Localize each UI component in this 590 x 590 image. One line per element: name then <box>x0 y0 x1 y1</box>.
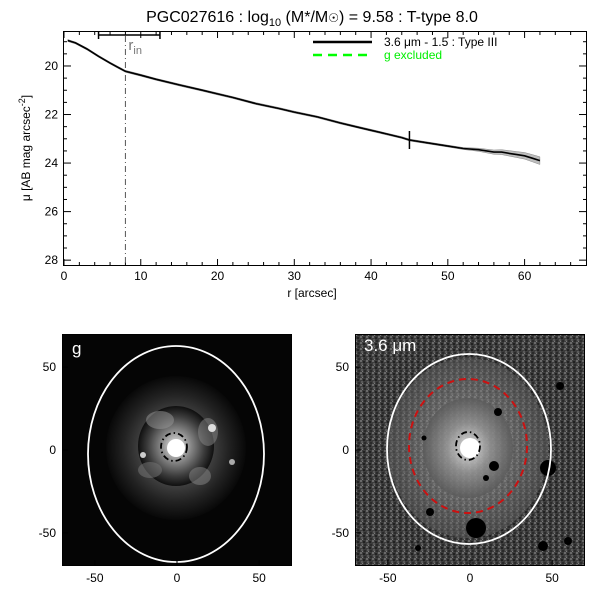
x-tick-label: 30 <box>288 269 302 283</box>
x-tick-label: 50 <box>441 269 455 283</box>
x-tick-label: 20 <box>211 269 225 283</box>
irac-inner-ellipse <box>455 431 481 461</box>
x-tick-label: 60 <box>518 269 532 283</box>
irac-image <box>355 334 585 566</box>
g-band-image <box>62 334 292 566</box>
x-tick-label: 40 <box>364 269 378 283</box>
image-x-tick-label: 0 <box>174 571 181 585</box>
chart-title: PGC027616 : log10 (M*/M☉) = 9.58 : T-typ… <box>146 9 478 29</box>
image-y-tick-label: -50 <box>332 526 350 540</box>
y-tick-label: 24 <box>45 156 59 170</box>
image-y-tick-label: -50 <box>39 526 57 540</box>
image-x-tick-label: -50 <box>86 571 104 585</box>
legend-label-3.6um: 3.6 μm - 1.5 : Type III <box>384 35 497 49</box>
x-axis-label: r [arcsec] <box>287 286 336 300</box>
profile-y-ticks: 20 22 24 26 28 <box>45 41 586 267</box>
y-axis-label: μ [AB mag arcsec-2] <box>17 95 33 201</box>
image-x-tick-label: 50 <box>545 571 559 585</box>
image-x-tick-label: 0 <box>467 571 474 585</box>
g-panel-label: g <box>72 339 81 358</box>
irac-outer-ellipse <box>386 353 552 545</box>
profile-x-ticks: 0 10 20 30 40 50 60 <box>61 32 572 283</box>
legend-label-g-excluded: g excluded <box>384 48 442 62</box>
profile-uncertainty-band <box>67 39 541 165</box>
y-tick-label: 20 <box>45 59 59 73</box>
x-tick-label: 10 <box>134 269 148 283</box>
image-x-tick-label: 50 <box>252 571 266 585</box>
y-tick-label: 28 <box>45 253 59 267</box>
image-y-tick-label: 0 <box>49 443 56 457</box>
irac-image-ticks: -50 0 50 50 0 -50 <box>332 360 559 585</box>
g-image-ticks: -50 0 50 50 0 -50 <box>39 360 266 585</box>
x-tick-label: 0 <box>61 269 68 283</box>
y-tick-label: 22 <box>45 108 59 122</box>
y-tick-label: 26 <box>45 205 59 219</box>
g-inner-ellipse <box>160 432 188 462</box>
image-x-tick-label: -50 <box>379 571 397 585</box>
r-in-range-bar <box>97 32 161 39</box>
profile-line-3.6um <box>67 39 541 162</box>
r-in-label: rin <box>128 37 142 57</box>
image-y-tick-label: 0 <box>342 443 349 457</box>
g-outer-ellipse <box>87 345 265 563</box>
irac-panel-label: 3.6 μm <box>364 336 416 355</box>
image-y-tick-label: 50 <box>43 360 57 374</box>
profile-plot-frame <box>63 31 587 266</box>
image-y-tick-label: 50 <box>336 360 350 374</box>
irac-break-ellipse <box>408 378 528 514</box>
